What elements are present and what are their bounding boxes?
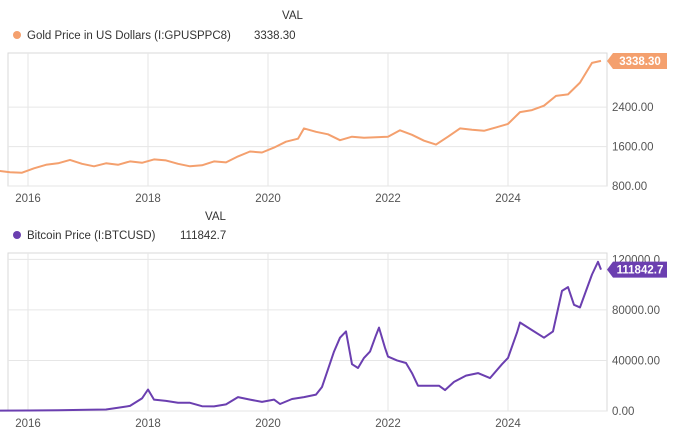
btc-last-value-tag-label: 111842.7: [617, 265, 664, 277]
gold-x-tick-2024: 2024: [495, 193, 521, 205]
btc-x-tick-2018: 2018: [135, 418, 161, 430]
gold-legend-entry[interactable]: Gold Price in US Dollars (I:GPUSPPC8): [13, 30, 231, 42]
gold-y-tick-0: 800.00: [612, 181, 647, 193]
btc-last-value-tag: [607, 261, 667, 278]
gold-last-value-tag: [607, 52, 667, 69]
btc-x-tick-2020: 2020: [255, 418, 281, 430]
gold-x-tick-2020: 2020: [255, 193, 281, 205]
gold-series-line: [0, 59, 602, 174]
gold-y-tick-2: 2400.00: [612, 102, 654, 114]
btc-y-tick-2: 80000.00: [612, 305, 660, 317]
gold-legend-header: VAL: [282, 10, 303, 22]
gold-legend-value: 3338.30: [254, 30, 296, 42]
gold-x-tick-2022: 2022: [375, 193, 401, 205]
gold-series-name: Gold Price in US Dollars (I:GPUSPPC8): [27, 30, 231, 42]
btc-x-tick-2022: 2022: [375, 418, 401, 430]
btc-series-line: [0, 260, 602, 412]
btc-x-tick-2016: 2016: [15, 418, 41, 430]
btc-series-name: Bitcoin Price (I:BTCUSD): [27, 230, 156, 242]
btc-legend-header: VAL: [205, 211, 226, 223]
btc-y-tick-0: 0.00: [612, 406, 634, 418]
gold-last-value-tag-label: 3338.30: [619, 56, 661, 68]
btc-legend-value: 111842.7: [180, 230, 227, 242]
btc-series-dot: [13, 230, 21, 239]
gold-y-tick-1: 1600.00: [612, 142, 654, 154]
gold-series-dot: [13, 30, 21, 39]
btc-x-tick-2024: 2024: [495, 418, 521, 430]
btc-legend-entry[interactable]: Bitcoin Price (I:BTCUSD): [13, 230, 155, 242]
btc-y-tick-1: 40000.00: [612, 355, 660, 367]
gold-x-tick-2018: 2018: [135, 193, 161, 205]
gold-x-tick-2016: 2016: [15, 193, 41, 205]
